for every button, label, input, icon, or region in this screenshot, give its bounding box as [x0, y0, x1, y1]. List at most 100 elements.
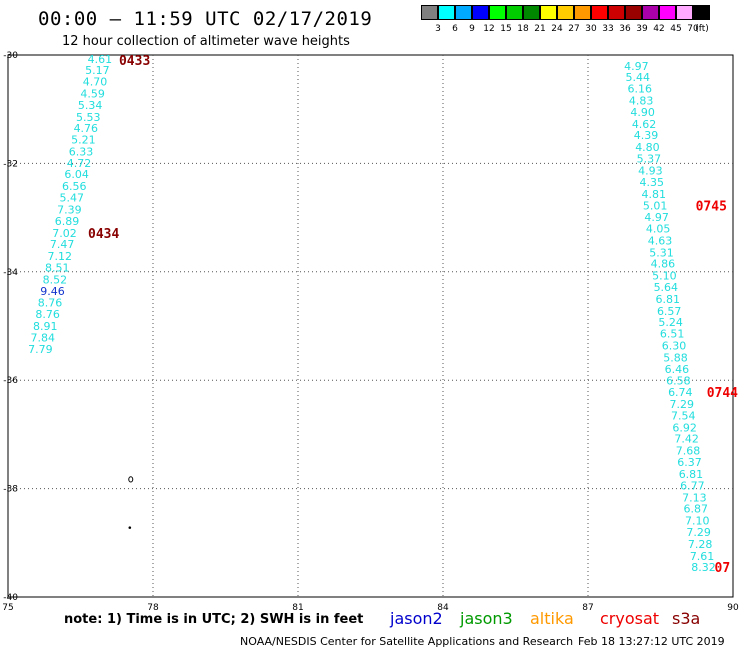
lat-tick-label: -36: [3, 376, 18, 386]
wave-height-value: 7.68: [676, 445, 701, 458]
wave-height-value: 6.74: [668, 386, 693, 399]
sat-label-jason2: jason2: [390, 609, 443, 628]
wave-height-value: 6.04: [64, 168, 89, 181]
lon-tick-label: 87: [582, 603, 593, 613]
lon-tick-label: 78: [147, 603, 159, 613]
legend-label: 33: [602, 24, 614, 34]
legend-swatch: [591, 5, 608, 20]
wave-height-value: 7.61: [690, 550, 715, 563]
wave-height-value: 8.51: [45, 261, 70, 274]
legend-label: 6: [452, 24, 458, 34]
time-label: 07: [715, 561, 731, 576]
wave-height-value: 5.24: [658, 316, 683, 329]
legend-swatch: [540, 5, 557, 20]
legend-label: 3: [435, 24, 441, 34]
time-label: 0744: [707, 386, 738, 401]
legend-swatch: [557, 5, 574, 20]
legend-label: 27: [568, 24, 580, 34]
wave-height-value: 4.76: [74, 122, 99, 135]
wave-height-value: 5.01: [643, 200, 668, 213]
wave-height-value: 4.90: [630, 106, 655, 119]
wave-height-value: 6.51: [660, 328, 685, 341]
page-subtitle: 12 hour collection of altimeter wave hei…: [62, 34, 350, 49]
legend-swatch: [625, 5, 642, 20]
wave-height-value: 6.16: [627, 83, 652, 96]
lat-tick-label: -40: [3, 593, 18, 603]
wave-height-value: 6.81: [656, 293, 681, 306]
footer-timestamp: Feb 18 13:27:12 UTC 2019: [578, 635, 725, 648]
wave-height-value: 4.93: [638, 164, 663, 177]
island-marker: [128, 476, 134, 483]
wave-height-value: 6.56: [62, 180, 87, 193]
legend-swatch: [421, 5, 438, 20]
wave-height-value: 7.28: [688, 538, 713, 551]
wave-height-value: 7.13: [682, 491, 707, 504]
wave-height-value: 9.46: [40, 285, 65, 298]
legend-label: 21: [534, 24, 546, 34]
wave-height-value: 6.57: [657, 305, 682, 318]
wave-height-value: 5.64: [654, 281, 679, 294]
footer-note: note: 1) Time is in UTC; 2) SWH is in fe…: [64, 612, 364, 627]
wave-height-value: 4.81: [641, 188, 666, 201]
time-label: 0433: [119, 54, 150, 69]
wave-height-value: 4.86: [651, 258, 676, 271]
wave-height-value: 5.21: [71, 134, 96, 147]
wave-height-value: 4.97: [644, 211, 669, 224]
legend-swatch: [693, 5, 710, 20]
island-marker: [128, 526, 132, 529]
wave-height-value: 7.54: [671, 409, 696, 422]
lat-tick-label: -30: [3, 51, 18, 61]
wave-height-value: 4.35: [640, 176, 665, 189]
wave-height-value: 7.47: [50, 238, 75, 251]
lon-tick-label: 84: [437, 603, 449, 613]
wave-height-value: 5.88: [663, 351, 688, 364]
legend-label: 70: [687, 24, 699, 34]
sat-label-jason3: jason3: [460, 609, 513, 628]
wave-height-value: 4.70: [83, 76, 108, 89]
legend-swatch: [608, 5, 625, 20]
lon-tick-label: 90: [727, 603, 739, 613]
legend-label: 45: [670, 24, 682, 34]
wave-height-value: 5.34: [78, 99, 103, 112]
wave-height-value: 7.02: [52, 227, 77, 240]
wave-height-value: 8.32: [691, 561, 716, 574]
wave-height-value: 6.81: [679, 468, 704, 481]
wave-height-value: 6.33: [69, 145, 94, 158]
footer-credit: NOAA/NESDIS Center for Satellite Applica…: [240, 635, 574, 648]
wave-height-value: 5.44: [626, 71, 651, 84]
legend-swatch: [489, 5, 506, 20]
wave-height-value: 5.17: [85, 64, 110, 77]
wave-height-value: 6.58: [666, 375, 691, 388]
legend-swatch: [438, 5, 455, 20]
wave-height-value: 7.39: [57, 203, 82, 216]
wave-height-value: 4.39: [634, 129, 659, 142]
wave-height-value: 6.37: [677, 456, 702, 469]
legend-swatch: [506, 5, 523, 20]
legend-label: 30: [585, 24, 597, 34]
legend-swatch: [659, 5, 676, 20]
wave-height-value: 5.31: [649, 246, 674, 259]
legend-label: 18: [517, 24, 529, 34]
wave-height-value: 5.10: [652, 270, 677, 283]
wave-height-value: 8.76: [38, 297, 63, 310]
lon-tick-label: 75: [2, 603, 13, 613]
wave-height-value: 5.37: [637, 153, 662, 166]
time-label: 0745: [696, 200, 727, 215]
wave-height-value: 6.87: [684, 503, 709, 516]
legend-swatch: [676, 5, 693, 20]
wave-height-value: 6.77: [680, 479, 705, 492]
wave-height-value: 7.42: [674, 433, 699, 446]
wave-height-value: 4.62: [632, 118, 657, 131]
wave-height-value: 6.30: [662, 340, 687, 353]
lat-tick-label: -34: [3, 268, 18, 278]
page-title: 00:00 – 11:59 UTC 02/17/2019: [38, 8, 373, 30]
lat-tick-label: -38: [3, 485, 18, 495]
legend-swatch: [642, 5, 659, 20]
legend-label: 36: [619, 24, 631, 34]
wave-height-value: 5.47: [60, 192, 85, 205]
wave-height-value: 5.53: [76, 111, 101, 124]
legend-label: 15: [500, 24, 512, 34]
wave-height-value: 4.05: [646, 222, 671, 235]
